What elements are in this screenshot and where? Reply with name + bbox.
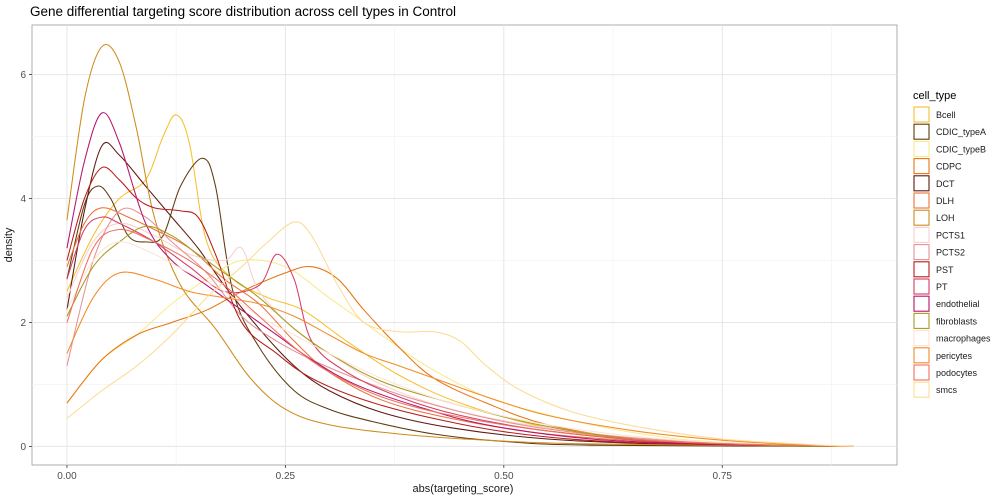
legend-key-pcts2 <box>913 244 930 261</box>
legend-label-pericytes: pericytes <box>936 351 973 361</box>
density-curve-bcell <box>66 114 854 447</box>
legend-key-podocytes <box>913 364 930 381</box>
legend-key-dlh <box>913 192 930 209</box>
y-tick-label: 0 <box>20 442 26 453</box>
density-curve-podocytes <box>66 228 854 447</box>
legend-key-smcs <box>913 381 930 398</box>
x-tick-label: 0.00 <box>57 471 77 482</box>
legend-key-cdic_typea <box>913 123 930 140</box>
x-tick-label: 0.50 <box>494 471 514 482</box>
legend-label-loh: LOH <box>936 213 955 223</box>
density-curve-pericytes <box>66 271 854 447</box>
legend-key-pcts1 <box>913 226 930 243</box>
legend-key-pt <box>913 278 930 295</box>
density-curve-smcs <box>66 221 854 447</box>
legend-label-pst: PST <box>936 265 954 275</box>
density-curves <box>66 44 854 447</box>
legend-label-podocytes: podocytes <box>936 368 978 378</box>
legend-label-pt: PT <box>936 282 948 292</box>
x-tick-label: 0.25 <box>276 471 296 482</box>
chart-title: Gene differential targeting score distri… <box>30 4 456 19</box>
legend-label-pcts2: PCTS2 <box>936 248 965 258</box>
legend-key-pst <box>913 261 930 278</box>
axes: 0.00 0.25 0.50 0.75 0 2 4 6 <box>20 70 732 482</box>
x-tick-label: 0.75 <box>713 471 733 482</box>
legend-label-cdic_typea: CDIC_typeA <box>936 127 986 137</box>
density-curve-macrophages <box>66 241 854 447</box>
legend-key-cdpc <box>913 158 930 175</box>
legend-label-fibroblasts: fibroblasts <box>936 316 978 326</box>
y-tick-label: 6 <box>20 70 26 81</box>
legend-label-cdpc: CDPC <box>936 162 962 172</box>
legend-label-cdic_typeb: CDIC_typeB <box>936 144 986 154</box>
density-curve-pst <box>66 166 854 447</box>
legend-key-bcell <box>913 106 930 123</box>
legend-key-pericytes <box>913 347 930 364</box>
legend-key-macrophages <box>913 330 930 347</box>
legend: cell_type Bcell CDIC_typeA CDIC_typeB CDPC D… <box>913 90 991 398</box>
legend-label-dlh: DLH <box>936 196 954 206</box>
legend-key-loh <box>913 209 930 226</box>
legend-label-dct: DCT <box>936 179 955 189</box>
density-curve-endothelial <box>66 112 854 447</box>
y-tick-label: 2 <box>20 318 26 329</box>
y-axis-title: density <box>3 227 15 262</box>
legend-key-endothelial <box>913 295 930 312</box>
density-curve-loh <box>66 44 854 447</box>
legend-label-macrophages: macrophages <box>936 334 991 344</box>
legend-label-endothelial: endothelial <box>936 299 980 309</box>
legend-key-cdic_typeb <box>913 140 930 157</box>
y-tick-label: 4 <box>20 194 26 205</box>
density-curve-cdic_typeb <box>66 259 854 447</box>
legend-title: cell_type <box>913 90 956 102</box>
density-curve-dct <box>66 141 854 447</box>
legend-key-dct <box>913 175 930 192</box>
x-axis-title: abs(targeting_score) <box>413 483 514 495</box>
legend-label-bcell: Bcell <box>936 110 956 120</box>
legend-label-pcts1: PCTS1 <box>936 230 965 240</box>
legend-key-fibroblasts <box>913 312 930 329</box>
legend-label-smcs: smcs <box>936 385 957 395</box>
